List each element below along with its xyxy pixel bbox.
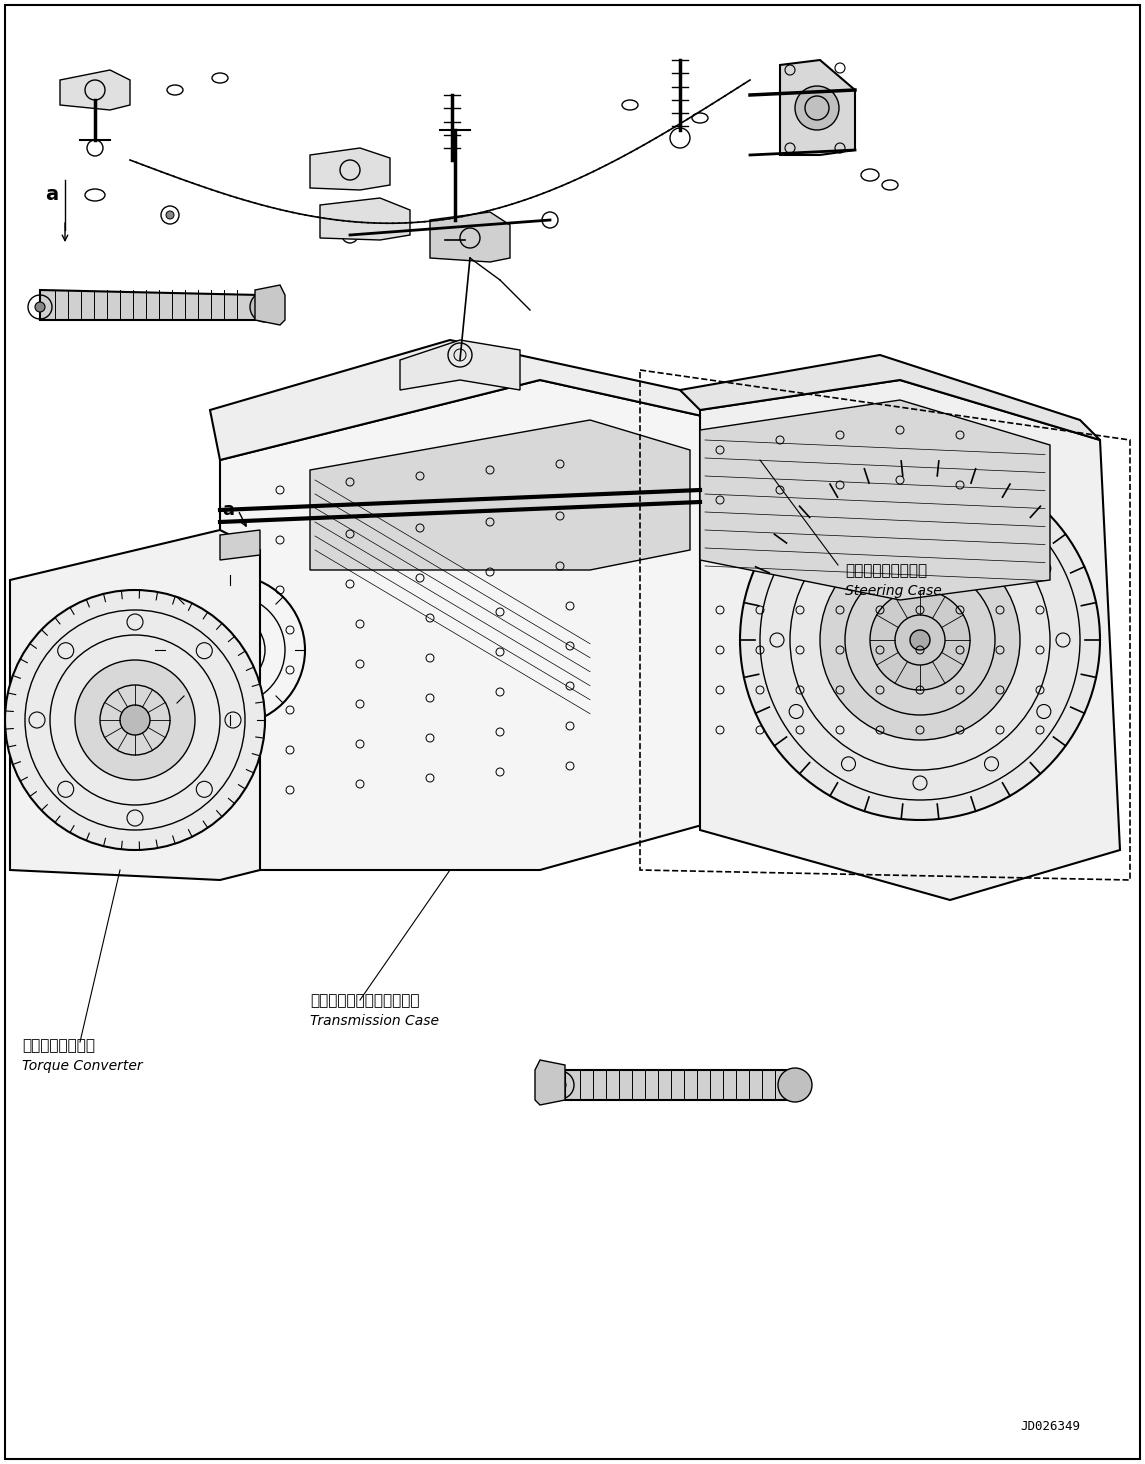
Circle shape xyxy=(740,460,1100,820)
Polygon shape xyxy=(255,285,285,325)
Polygon shape xyxy=(210,340,720,460)
Polygon shape xyxy=(680,354,1100,441)
Polygon shape xyxy=(700,381,1120,900)
Circle shape xyxy=(35,302,45,312)
Polygon shape xyxy=(220,381,720,870)
Text: Steering Case: Steering Case xyxy=(845,584,941,597)
Polygon shape xyxy=(720,420,760,840)
Circle shape xyxy=(5,590,264,851)
Polygon shape xyxy=(564,1070,790,1099)
Circle shape xyxy=(250,291,281,322)
Circle shape xyxy=(166,211,174,220)
Polygon shape xyxy=(220,530,260,561)
Text: ステアリングケース: ステアリングケース xyxy=(845,564,927,578)
Text: Transmission Case: Transmission Case xyxy=(310,1015,439,1028)
Text: a: a xyxy=(45,184,58,203)
Polygon shape xyxy=(319,198,410,240)
Polygon shape xyxy=(40,290,260,321)
Circle shape xyxy=(76,660,195,780)
Polygon shape xyxy=(535,1060,564,1105)
Text: Torque Converter: Torque Converter xyxy=(22,1058,143,1073)
Circle shape xyxy=(870,590,970,690)
Polygon shape xyxy=(400,340,520,389)
Text: トランスミッションケース: トランスミッションケース xyxy=(310,993,419,1009)
Polygon shape xyxy=(10,530,260,880)
Polygon shape xyxy=(700,400,1050,600)
Polygon shape xyxy=(431,212,510,262)
Circle shape xyxy=(910,630,930,650)
Text: JD026349: JD026349 xyxy=(1020,1420,1080,1433)
Circle shape xyxy=(795,86,839,130)
Polygon shape xyxy=(310,148,390,190)
Circle shape xyxy=(777,1069,812,1102)
Circle shape xyxy=(554,1079,566,1091)
Text: a: a xyxy=(222,501,234,520)
Text: トルクコンバータ: トルクコンバータ xyxy=(22,1038,95,1053)
Polygon shape xyxy=(310,420,690,569)
Circle shape xyxy=(120,706,150,735)
Polygon shape xyxy=(60,70,131,110)
Circle shape xyxy=(215,635,245,665)
Circle shape xyxy=(820,540,1020,739)
Polygon shape xyxy=(780,60,855,155)
